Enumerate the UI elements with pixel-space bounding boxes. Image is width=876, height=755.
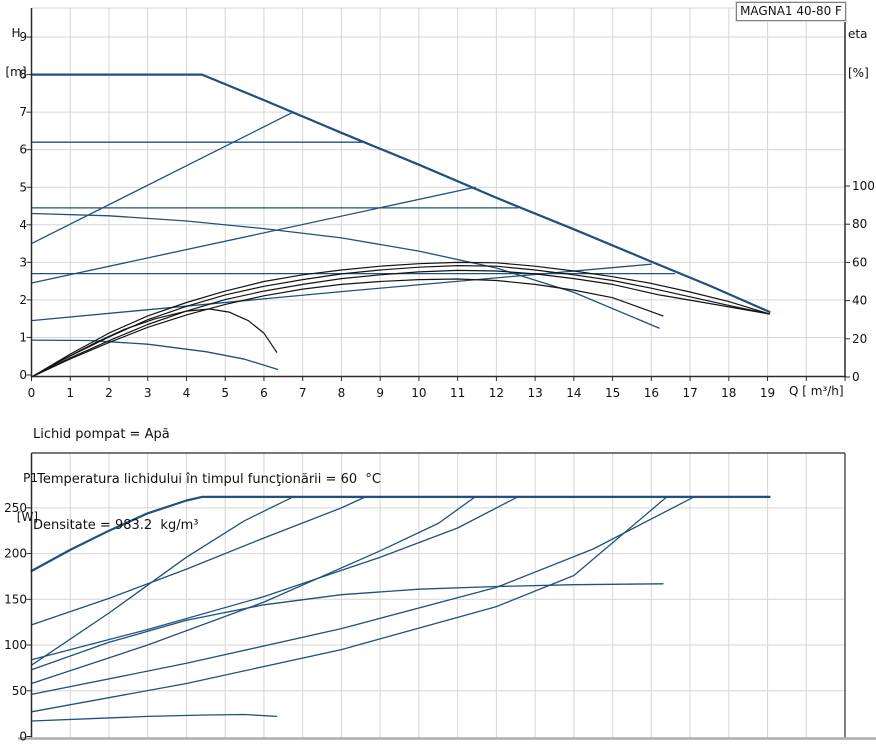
- p1-axis-symbol: P1: [23, 471, 38, 485]
- intermediate-speed-curve: [30, 212, 660, 329]
- svg-text:10: 10: [411, 386, 426, 400]
- h-axis-symbol: H: [11, 26, 21, 40]
- svg-text:1: 1: [66, 386, 74, 400]
- svg-text:0: 0: [28, 386, 36, 400]
- svg-text:250: 250: [4, 501, 27, 515]
- svg-text:12: 12: [489, 386, 504, 400]
- svg-text:200: 200: [4, 547, 27, 561]
- svg-text:14: 14: [566, 386, 581, 400]
- svg-text:8: 8: [19, 68, 27, 82]
- svg-text:4: 4: [19, 218, 27, 232]
- top-chart-grid: [31, 7, 846, 377]
- svg-text:9: 9: [19, 30, 27, 44]
- svg-text:50: 50: [12, 684, 27, 698]
- eta-axis-unit: [%]: [848, 66, 869, 80]
- info-liquid: Lichid pompat = Apă: [33, 426, 170, 442]
- svg-text:0: 0: [19, 368, 27, 382]
- svg-text:2: 2: [105, 386, 113, 400]
- pump-model-title-box: MAGNA1 40-80 F: [736, 2, 846, 21]
- q-axis-label: Q [ m³/h]: [789, 384, 844, 398]
- p1-const-pressure-6.2: [30, 496, 367, 626]
- liquid-info-block: Lichid pompat = Apă Temperatura lichidul…: [33, 396, 381, 564]
- svg-text:6: 6: [19, 143, 27, 157]
- svg-text:9: 9: [376, 386, 384, 400]
- pump-model-title: MAGNA1 40-80 F: [740, 4, 842, 18]
- p1-axis-label: P1 [W]: [6, 446, 38, 550]
- svg-text:15: 15: [605, 386, 620, 400]
- svg-text:100: 100: [4, 638, 27, 652]
- svg-text:5: 5: [221, 386, 229, 400]
- svg-text:0: 0: [19, 730, 27, 744]
- svg-text:80: 80: [852, 217, 867, 231]
- svg-text:13: 13: [527, 386, 542, 400]
- eta-curve-3: [30, 269, 771, 378]
- bottom-chart-tick-labels: 0 50 100 150 200 250: [4, 501, 27, 744]
- p1-max-speed: [30, 495, 771, 573]
- svg-text:7: 7: [299, 386, 307, 400]
- svg-text:0: 0: [852, 370, 860, 384]
- eta-curve-min-speed: [30, 308, 278, 378]
- eta-axis-symbol: eta: [848, 27, 868, 41]
- svg-text:7: 7: [19, 105, 27, 119]
- svg-text:60: 60: [852, 255, 867, 269]
- svg-text:1: 1: [19, 330, 27, 344]
- svg-text:5: 5: [19, 180, 27, 194]
- p1-prop-pressure-7.0: [30, 496, 294, 666]
- p1-prop-pressure-2.95: [30, 496, 668, 713]
- svg-text:8: 8: [338, 386, 346, 400]
- svg-text:19: 19: [760, 386, 775, 400]
- svg-text:11: 11: [450, 386, 465, 400]
- info-temperature: Temperatura lichidului în timpul funcţio…: [33, 472, 381, 488]
- svg-text:20: 20: [852, 332, 867, 346]
- prop-pressure-7.0: [30, 111, 294, 245]
- svg-text:16: 16: [644, 386, 659, 400]
- p1-const-pressure-2.7: [30, 496, 695, 696]
- bottom-chart-series: [30, 495, 771, 722]
- h-axis-label: H [m]: [2, 1, 30, 105]
- svg-text:40: 40: [852, 294, 867, 308]
- top-chart-series: [30, 73, 771, 378]
- svg-text:17: 17: [682, 386, 697, 400]
- prop-pressure-5.0: [30, 186, 476, 284]
- svg-text:2: 2: [19, 293, 27, 307]
- svg-text:4: 4: [183, 386, 191, 400]
- eta-axis-label: eta [%]: [848, 2, 869, 106]
- eta-curve-4: [30, 278, 664, 378]
- bottom-chart-axes: [18, 452, 876, 740]
- p1-prop-pressure-5.0: [30, 496, 476, 685]
- min-speed-curve: [30, 339, 279, 371]
- prop-pressure-2.95: [30, 263, 652, 322]
- eta-curve-1: [30, 261, 771, 378]
- svg-text:6: 6: [260, 386, 268, 400]
- p1-min-speed: [30, 713, 278, 722]
- eta-curve-2: [30, 265, 771, 378]
- svg-text:18: 18: [721, 386, 736, 400]
- svg-text:3: 3: [144, 386, 152, 400]
- svg-text:3: 3: [19, 255, 27, 269]
- info-density: Densitate = 983.2 kg/m³: [33, 518, 199, 534]
- max-speed-curve: [30, 73, 771, 313]
- h-axis-unit: [m]: [5, 65, 27, 79]
- bottom-chart-grid: [31, 453, 845, 738]
- svg-text:150: 150: [4, 592, 27, 606]
- top-chart-axes: [26, 8, 850, 381]
- p1-axis-unit: [W]: [16, 510, 38, 524]
- svg-text:100: 100: [852, 179, 875, 193]
